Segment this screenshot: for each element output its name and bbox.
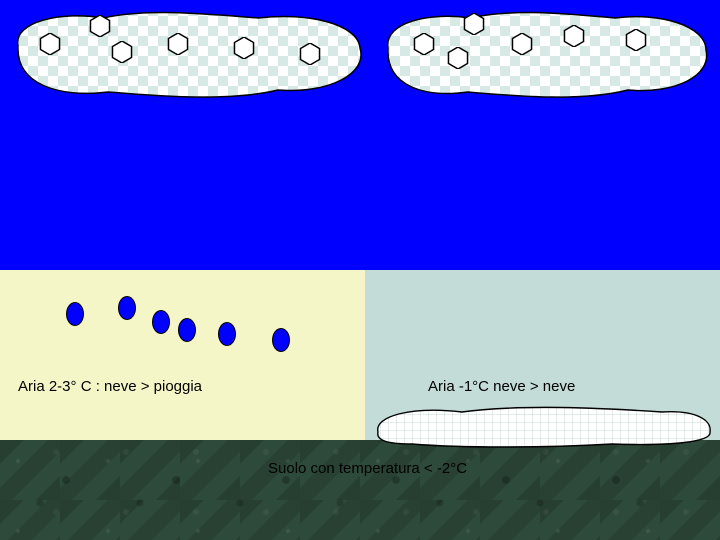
snow-hex-icon [111, 41, 133, 63]
snowpile [372, 398, 714, 448]
ground-texture [0, 440, 720, 540]
snow-hex-icon [463, 13, 485, 35]
snow-hex-icon [299, 43, 321, 65]
snow-hex-icon [39, 33, 61, 55]
label-air-right: Aria -1°C neve > neve [428, 378, 575, 395]
snow-hex-icon [625, 29, 647, 51]
ground-layer [0, 440, 720, 540]
snow-hex-icon [563, 25, 585, 47]
snow-hex-icon [167, 33, 189, 55]
raindrop-icon [178, 318, 196, 342]
label-air-left: Aria 2-3° C : neve > pioggia [18, 378, 202, 395]
weather-diagram: Aria 2-3° C : neve > pioggia Aria -1°C n… [0, 0, 720, 540]
label-ground: Suolo con temperatura < -2°C [268, 460, 467, 477]
raindrop-icon [66, 302, 84, 326]
snow-hex-icon [511, 33, 533, 55]
snow-hex-icon [89, 15, 111, 37]
snow-hex-icon [233, 37, 255, 59]
air-layer-left [0, 270, 365, 440]
raindrop-icon [118, 296, 136, 320]
raindrop-icon [152, 310, 170, 334]
raindrop-icon [272, 328, 290, 352]
snow-hex-icon [413, 33, 435, 55]
raindrop-icon [218, 322, 236, 346]
snow-hex-icon [447, 47, 469, 69]
